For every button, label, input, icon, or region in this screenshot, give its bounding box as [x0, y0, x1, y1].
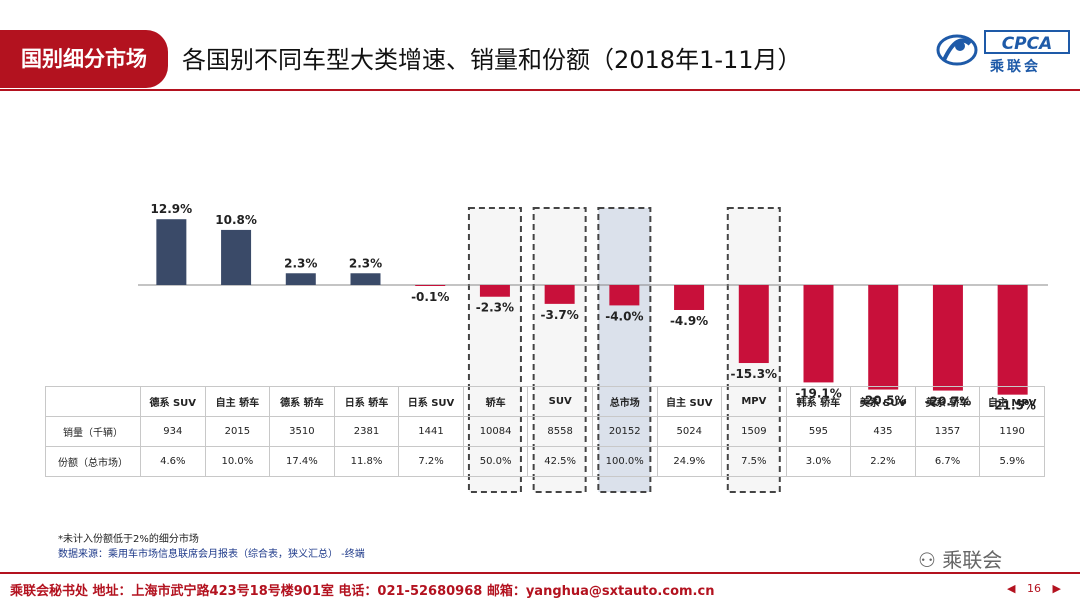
bar	[156, 219, 187, 285]
table-cell: 5.9%	[979, 446, 1045, 477]
table-cell: 1190	[979, 416, 1045, 447]
table-cell: 4.6%	[140, 446, 206, 477]
data-label: -15.3%	[730, 367, 777, 381]
data-label: -0.1%	[411, 290, 449, 304]
data-label: -2.3%	[476, 301, 514, 315]
data-label: 2.3%	[349, 256, 382, 270]
bar	[221, 229, 252, 285]
table-cell: 8558	[527, 416, 593, 447]
bar	[544, 285, 575, 304]
column-header: 总市场	[591, 386, 658, 417]
table-cell: 5024	[656, 416, 723, 447]
bar	[350, 273, 381, 285]
data-source: 数据来源：乘用车市场信息联席会月报表（综合表，狭义汇总） -终端	[58, 549, 365, 560]
data-label: -3.7%	[541, 308, 579, 322]
bar	[479, 285, 510, 297]
column-header: 德系 SUV	[140, 386, 206, 417]
bar	[738, 285, 769, 364]
table-cell: 24.9%	[656, 446, 723, 477]
prev-page-icon[interactable]: ◀	[1007, 582, 1016, 595]
table-cell: 3.0%	[785, 446, 852, 477]
column-header: 轿车	[462, 386, 529, 417]
footer-contact: 乘联会秘书处 地址：上海市武宁路423号18号楼901室 电话：021-5268…	[10, 584, 715, 599]
data-label: 2.3%	[284, 256, 317, 270]
column-header: 日系 轿车	[333, 386, 400, 417]
header-divider	[0, 89, 1080, 91]
table-cell: 42.5%	[527, 446, 593, 477]
bar	[285, 273, 316, 285]
column-header: SUV	[527, 386, 593, 417]
bar	[997, 285, 1028, 395]
table-row: 销量（千辆） 934 2015 3510 2381 1441 10084 8558 20152 5…	[45, 416, 1045, 447]
column-header: 德系 轿车	[269, 386, 335, 417]
data-label: 10.8%	[215, 213, 257, 227]
page-title: 各国别不同车型大类增速、销量和份额（2018年1-11月）	[182, 46, 802, 74]
data-label: -4.9%	[670, 314, 708, 328]
bar	[803, 285, 834, 383]
bar	[609, 285, 640, 306]
table-cell: 7.5%	[721, 446, 787, 477]
table-cell: 10084	[462, 416, 529, 447]
row-header: 销量（千辆）	[45, 416, 141, 447]
column-header: 美系 SUV	[850, 386, 916, 417]
table-cell: 50.0%	[462, 446, 529, 477]
table-corner	[45, 386, 141, 417]
table-cell: 1441	[398, 416, 464, 447]
column-header: 日系 SUV	[398, 386, 464, 417]
table-header-row: 德系 SUV 自主 轿车 德系 轿车 日系 轿车 日系 SUV 轿车 SUV 总市场 自主 SU…	[45, 386, 1045, 417]
table-cell: 17.4%	[269, 446, 335, 477]
section-tag: 国别细分市场	[0, 30, 168, 88]
table-cell: 3510	[269, 416, 335, 447]
footer-divider	[0, 572, 1080, 574]
table-cell: 1357	[914, 416, 981, 447]
bar	[415, 285, 446, 286]
table-row: 份额（总市场） 4.6% 10.0% 17.4% 11.8% 7.2% 50.0% 42.5%…	[45, 446, 1045, 477]
pager: ◀ 16 ▶	[1003, 582, 1065, 595]
sales-share-table: 德系 SUV 自主 轿车 德系 轿车 日系 轿车 日系 SUV 轿车 SUV 总市场 自主 SU…	[45, 386, 1045, 477]
table-cell: 2381	[333, 416, 400, 447]
table-cell: 435	[850, 416, 916, 447]
column-header: MPV	[721, 386, 787, 417]
wechat-icon: ⚇	[918, 548, 936, 572]
table-cell: 2015	[204, 416, 271, 447]
footnote: *未计入份额低于2%的细分市场	[58, 534, 199, 545]
table-cell: 6.7%	[914, 446, 981, 477]
bar	[932, 285, 963, 391]
table-cell: 2.2%	[850, 446, 916, 477]
table-cell: 934	[140, 416, 206, 447]
table-cell: 100.0%	[591, 446, 658, 477]
column-header: 美系 轿车	[914, 386, 981, 417]
table-cell: 20152	[591, 416, 658, 447]
cpca-logo-text: CPCA	[984, 30, 1070, 54]
page-number: 16	[1026, 582, 1041, 595]
table-cell: 10.0%	[204, 446, 271, 477]
column-header: 自主 轿车	[204, 386, 271, 417]
bar	[674, 285, 705, 310]
data-label: 12.9%	[151, 202, 193, 216]
table-cell: 11.8%	[333, 446, 400, 477]
column-header: 韩系 轿车	[785, 386, 852, 417]
next-page-icon[interactable]: ▶	[1052, 582, 1061, 595]
column-header: 自主 MPV	[979, 386, 1045, 417]
column-header: 自主 SUV	[656, 386, 723, 417]
cpca-logo-cn: 乘联会	[990, 59, 1041, 75]
wechat-watermark: ⚇ 乘联会	[918, 544, 1002, 573]
table-cell: 595	[785, 416, 852, 447]
bar	[868, 285, 899, 390]
data-label: -4.0%	[605, 309, 643, 323]
table-cell: 7.2%	[398, 446, 464, 477]
table-cell: 1509	[721, 416, 787, 447]
watermark-text: 乘联会	[942, 548, 1003, 572]
row-header: 份额（总市场）	[45, 446, 141, 477]
cpca-globe-logo-icon	[936, 34, 978, 66]
